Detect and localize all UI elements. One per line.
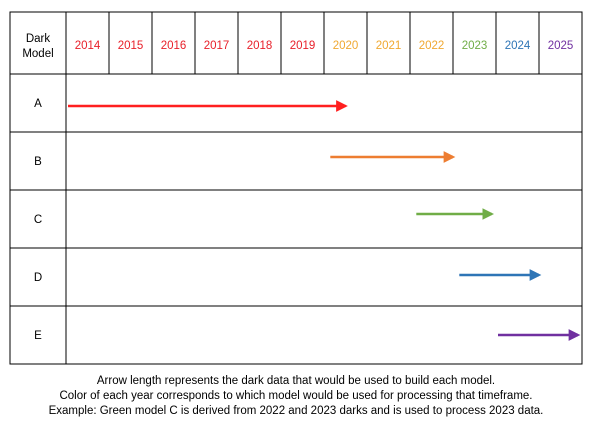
row-label-e: E <box>34 330 42 342</box>
table-border <box>9 11 583 365</box>
header-year-2015: 2015 <box>118 40 144 52</box>
caption-line-3: Example: Green model C is derived from 2… <box>48 405 544 417</box>
header-year-2019: 2019 <box>290 40 316 52</box>
table-grid-lines <box>9 11 583 365</box>
row-label-a: A <box>34 98 42 110</box>
header-year-2025: 2025 <box>548 40 574 52</box>
row-label-b: B <box>34 156 42 168</box>
header-year-2016: 2016 <box>161 40 187 52</box>
header-year-2018: 2018 <box>247 40 273 52</box>
header-year-2023: 2023 <box>462 40 488 52</box>
caption-line-1: Arrow length represents the dark data th… <box>96 375 496 387</box>
header-year-2024: 2024 <box>505 40 531 52</box>
model-timeline-table: Dark Model 2014 2015 2016 2017 2018 2019 2020 2… <box>9 11 583 365</box>
header-model-label-line1: Dark <box>26 33 51 45</box>
caption-line-2: Color of each year corresponds to which … <box>59 390 533 402</box>
model-arrows <box>68 100 581 341</box>
header-year-2020: 2020 <box>333 40 359 52</box>
row-label-d: D <box>34 272 42 284</box>
model-row-labels: A B C D E <box>34 98 42 342</box>
row-label-c: C <box>34 214 42 226</box>
table-header: Dark Model 2014 2015 2016 2017 2018 2019 2020 2… <box>22 33 573 60</box>
header-year-2021: 2021 <box>376 40 402 52</box>
header-year-2017: 2017 <box>204 40 230 52</box>
header-year-2014: 2014 <box>75 40 101 52</box>
header-model-label-line2: Model <box>22 48 53 60</box>
header-year-2022: 2022 <box>419 40 445 52</box>
